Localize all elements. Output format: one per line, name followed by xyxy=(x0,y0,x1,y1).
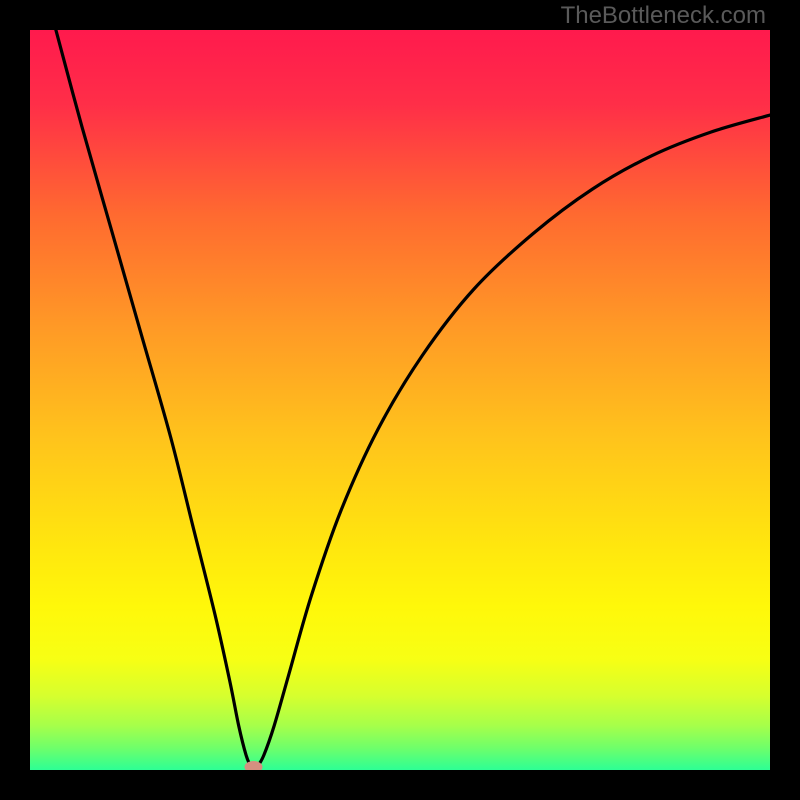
watermark-text: TheBottleneck.com xyxy=(561,2,766,30)
plot-area xyxy=(30,30,770,770)
bottleneck-chart: TheBottleneck.com xyxy=(0,0,800,800)
